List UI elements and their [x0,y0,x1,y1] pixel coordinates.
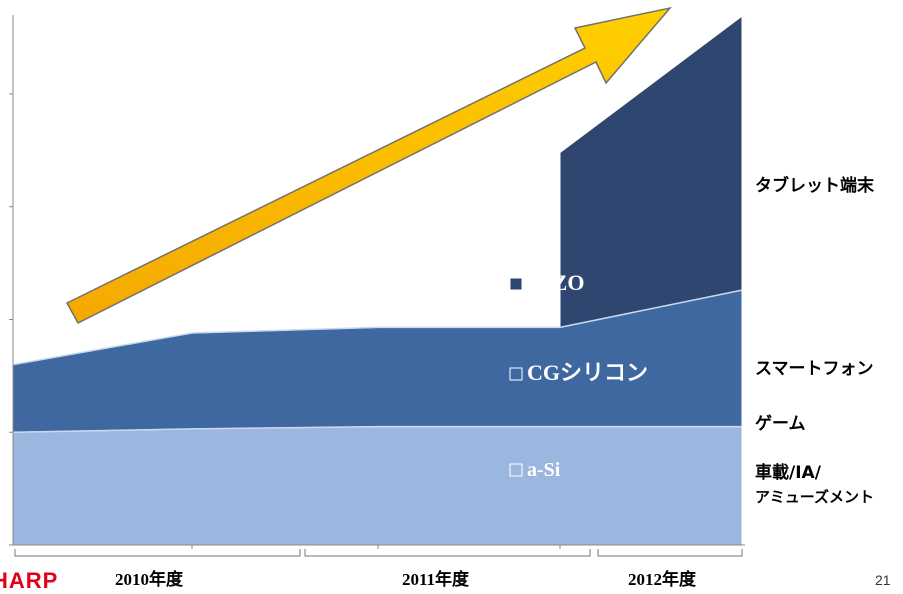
bracket-2011 [304,549,591,557]
period-2011: 2011年度 [402,570,470,589]
series-label: a-Si [527,459,561,481]
sharp-logo: HARP [0,568,59,593]
page-number: 21 [875,572,891,588]
period-brackets [14,549,743,557]
series-labels: a-Si CGシリコン IGZO [509,270,648,481]
boundary-line [12,425,742,433]
bracket-2012 [597,549,743,557]
area-a-si [12,426,743,546]
axes-layer [9,15,745,549]
legend-marker [509,463,523,477]
series-label: CGシリコン [527,360,648,385]
trend-arrow [65,6,672,324]
series-label: IGZO [527,270,584,295]
label-auto-ia: 車載/IA/ [755,463,821,483]
boundary-line [12,289,743,366]
label-smartphone: スマートフォン [755,359,874,379]
bracket-2010 [14,549,301,557]
area-layer [12,15,743,546]
trend-arrow-shape [65,6,672,324]
label-amusement: アミューズメント [755,488,874,506]
period-2012: 2012年度 [628,570,696,589]
legend-marker [509,367,523,381]
legend-marker [509,277,523,291]
label-tablet: タブレット端末 [755,176,874,196]
label-game: ゲーム [755,414,806,434]
period-2010: 2010年度 [115,570,183,589]
